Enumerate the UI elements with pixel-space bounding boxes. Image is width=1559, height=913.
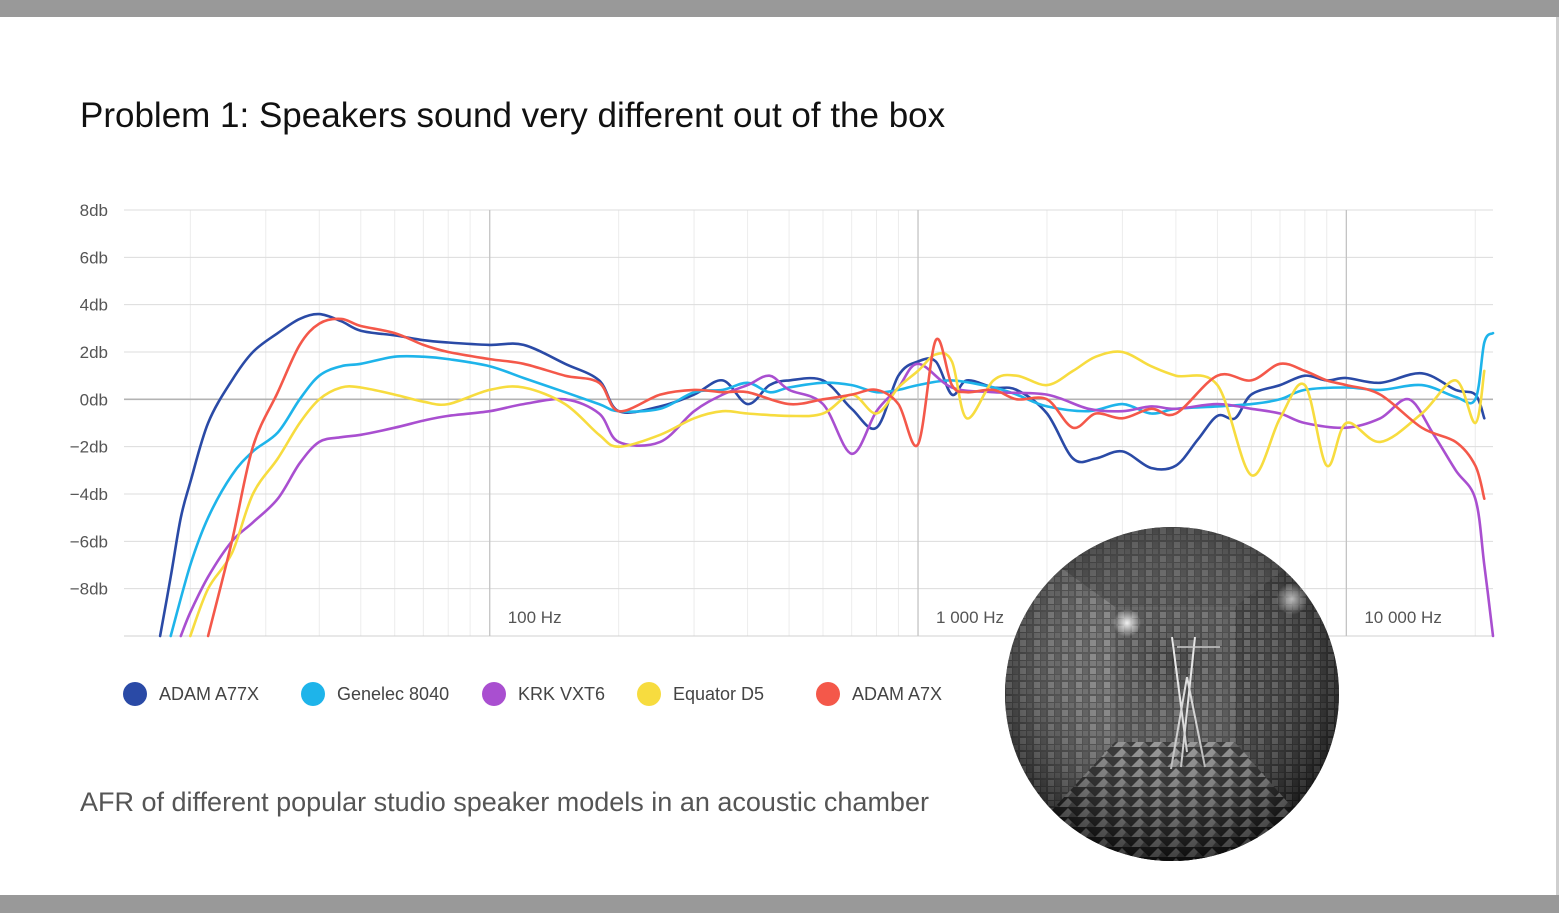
legend-item-adam-a7x: ADAM A7X [816,679,942,709]
legend-swatch [123,682,147,706]
legend-label: Genelec 8040 [337,683,450,704]
x-axis-ticks: 100 Hz 1 000 Hz 10 000 Hz [508,608,1442,627]
bottom-border [0,895,1559,913]
frame-edge [1556,17,1559,895]
legend-swatch [482,682,506,706]
legend-label: Equator D5 [673,683,765,704]
y-tick-label: −4db [70,485,108,504]
y-tick-label: −8db [70,580,108,599]
slide-title: Problem 1: Speakers sound very different… [80,96,946,135]
legend-label: ADAM A77X [159,683,260,704]
legend-swatch [816,682,840,706]
series-line-equator-d5 [189,350,1486,638]
chart-caption: AFR of different popular studio speaker … [80,787,929,817]
legend-swatch [637,682,661,706]
legend-swatch [301,682,325,706]
series-line-adam-a7x [206,317,1486,638]
legend-item-genelec-8040: Genelec 8040 [301,679,449,709]
y-tick-label: 0db [80,390,108,409]
y-tick-label: 4db [80,296,108,315]
legend-label: ADAM A7X [852,683,943,704]
y-axis-ticks: 8db 6db 4db 2db 0db −2db −4db −6db −8db [70,201,108,599]
legend-item-krk-vxt6: KRK VXT6 [482,679,605,709]
y-tick-label: 2db [80,343,108,362]
x-tick-label: 10 000 Hz [1364,608,1442,627]
legend-item-equator-d5: Equator D5 [637,679,764,709]
chart-series [158,312,1495,638]
y-tick-label: 8db [80,201,108,220]
series-line-genelec-8040 [169,331,1495,638]
y-tick-label: 6db [80,248,108,267]
x-tick-label: 100 Hz [508,608,562,627]
y-tick-label: −2db [70,438,108,457]
anechoic-chamber-image [1005,527,1339,861]
chart-legend: ADAM A77X Genelec 8040 KRK VXT6 Equator D5 A… [0,679,1000,709]
legend-item-adam-a77x: ADAM A77X [123,679,259,709]
series-line-adam-a77x [158,312,1486,638]
x-tick-label: 1 000 Hz [936,608,1004,627]
top-border [0,0,1559,17]
anechoic-chamber-photo-icon [1005,527,1339,861]
y-tick-label: −6db [70,532,108,551]
legend-label: KRK VXT6 [518,683,606,704]
